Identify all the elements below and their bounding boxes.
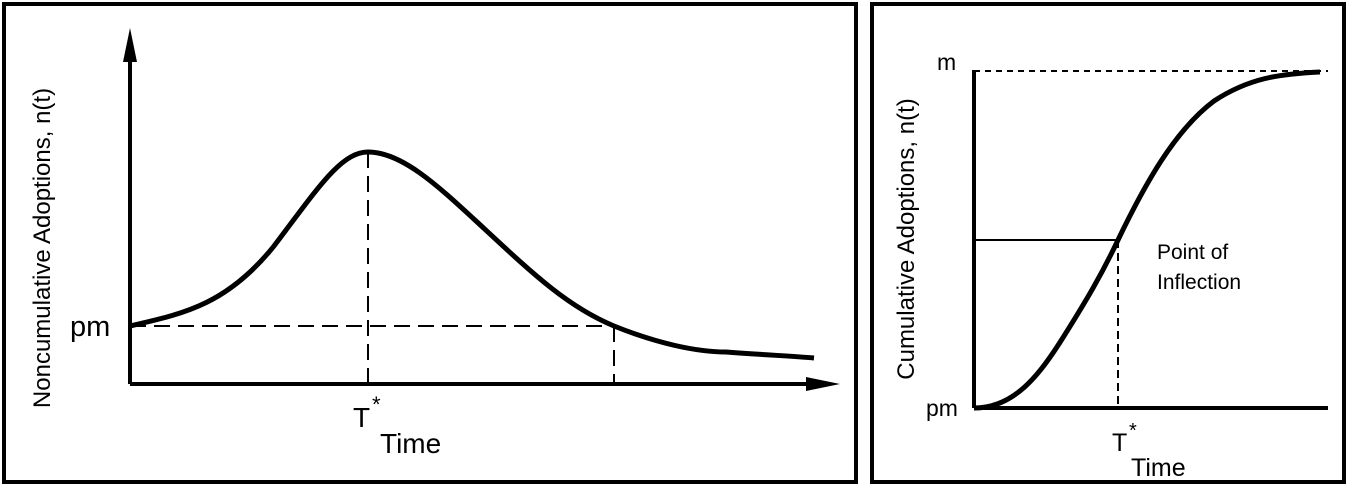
m-label: m	[937, 49, 956, 75]
peak-time-marker: T	[353, 402, 370, 433]
y-axis-arrowhead	[123, 28, 137, 62]
cumulative-diagram-canvas: Cumulative Adoptions, n(t) m pm Point of…	[893, 49, 1328, 482]
cumulative-adoptions-diagram: Cumulative Adoptions, n(t) m pm Point of…	[870, 2, 1346, 484]
pm-label: pm	[926, 395, 958, 421]
x-axis-label: Time	[1131, 454, 1186, 482]
inflection-time-marker: T	[1112, 429, 1127, 457]
noncumulative-diagram-canvas: Noncumulative Adoptions, n(t) pm T * Tim…	[29, 28, 840, 459]
pm-label: pm	[70, 311, 110, 343]
cumulative-adoption-curve	[973, 69, 1321, 411]
noncumulative-adoptions-diagram: Noncumulative Adoptions, n(t) pm T * Tim…	[2, 2, 858, 484]
x-axis-label: Time	[380, 428, 441, 459]
inflection-time-marker-superscript: *	[1129, 420, 1137, 442]
x-axis-arrowhead	[806, 377, 840, 391]
y-axis-label: Cumulative Adoptions, n(t)	[893, 98, 920, 379]
peak-time-marker-superscript: *	[372, 392, 381, 417]
noncumulative-adoption-curve	[129, 149, 815, 361]
inflection-annotation-line2: Inflection	[1157, 271, 1241, 294]
y-axis-label: Noncumulative Adoptions, n(t)	[29, 88, 56, 408]
inflection-annotation-line1: Point of	[1157, 241, 1228, 264]
